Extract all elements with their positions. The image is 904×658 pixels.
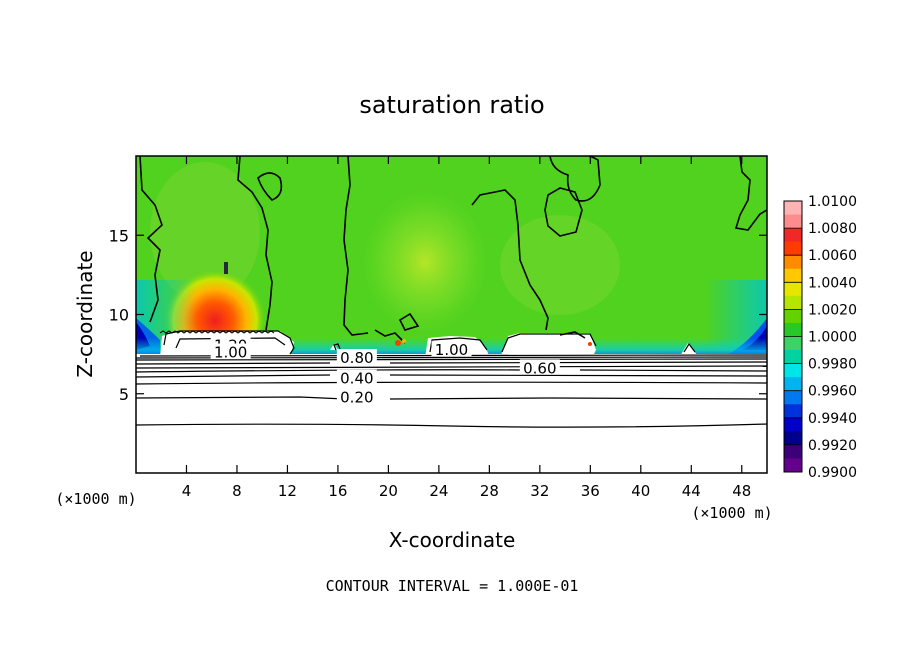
colorbar-label: 1.0060 (808, 248, 857, 264)
colorbar-swatch (784, 214, 802, 229)
colorbar-swatch (784, 377, 802, 392)
colorbar-label: 1.0000 (808, 330, 857, 346)
colorbar-swatch (784, 201, 802, 216)
colorbar-swatch (784, 295, 802, 310)
colorbar-swatch (784, 390, 802, 405)
y-axis-ticks: 5 10 15 (109, 226, 767, 404)
colorbar-swatch (784, 444, 802, 459)
contour-label: 0.80 (340, 349, 373, 367)
chart-title: saturation ratio (359, 91, 544, 119)
colorbar-label: 1.0080 (808, 221, 857, 237)
colorbar: 1.0100 1.0080 1.0060 1.0040 1.0020 1.0000 0.99… (783, 194, 857, 481)
x-tick-label: 12 (278, 482, 297, 500)
contour-label: 0.40 (340, 370, 373, 388)
x-tick-label: 4 (182, 482, 192, 500)
y-tick-label: 10 (109, 306, 129, 325)
colorbar-swatch (784, 268, 802, 283)
x-tick-label: 8 (232, 482, 242, 500)
colorbar-label: 0.9960 (808, 384, 857, 400)
contour-label-bg (210, 343, 251, 359)
colorbar-label: 0.9980 (808, 357, 857, 373)
contour-label-bg (336, 369, 377, 385)
x-unit-left: (×1000 m) (55, 490, 136, 508)
colorbar-label: 0.9940 (808, 411, 857, 427)
x-axis-ticks: 4 8 12 16 20 24 28 32 36 40 44 48 (182, 156, 751, 500)
x-tick-label: 20 (379, 482, 398, 500)
colorbar-swatch (784, 404, 802, 419)
contour-label: 1.00 (435, 341, 468, 359)
y-axis-label: Z-coordinate (73, 250, 97, 377)
contour-label: 1.00 (214, 344, 247, 362)
colorbar-swatch (784, 322, 802, 337)
x-tick-label: 32 (530, 482, 549, 500)
x-tick-label: 48 (732, 482, 751, 500)
colorbar-swatch (784, 417, 802, 432)
contour-interval-note: CONTOUR INTERVAL = 1.000E-01 (326, 577, 579, 595)
contour-lines-upper (139, 156, 767, 344)
y-tick-label: 15 (109, 226, 129, 245)
contour-labels: 1.201.000.801.000.600.400.20 (210, 336, 560, 407)
colorbar-swatch (784, 458, 802, 473)
contour-label-bg (336, 388, 377, 404)
colorbar-swatch (784, 431, 802, 446)
colorbar-swatch (784, 228, 802, 243)
cloud-top-contour (159, 330, 275, 334)
y-tick-label: 5 (119, 385, 129, 404)
contour-label: 0.60 (523, 359, 556, 377)
colorbar-swatch (784, 363, 802, 378)
colorbar-swatch (784, 282, 802, 297)
colorbar-label: 0.9900 (808, 465, 857, 481)
x-tick-label: 16 (328, 482, 347, 500)
colorbar-swatch (784, 336, 802, 351)
colorbar-swatch (784, 241, 802, 256)
contour-label-bg (519, 359, 560, 375)
x-tick-label: 36 (581, 482, 600, 500)
colorbar-label: 1.0020 (808, 302, 857, 318)
x-tick-label: 40 (631, 482, 650, 500)
x-tick-label: 44 (682, 482, 701, 500)
colorbar-swatch (784, 309, 802, 324)
colorbar-label: 1.0100 (808, 194, 857, 210)
x-tick-label: 24 (429, 482, 448, 500)
x-unit-right: (×1000 m) (691, 504, 772, 522)
colorbar-label: 1.0040 (808, 275, 857, 291)
colorbar-swatch (784, 255, 802, 270)
colorbar-label: 0.9920 (808, 438, 857, 454)
x-tick-label: 28 (480, 482, 499, 500)
contour-label: 0.20 (340, 389, 373, 407)
contour-label-bg (431, 341, 472, 357)
colorbar-swatch (784, 350, 802, 365)
x-axis-label: X-coordinate (389, 528, 516, 552)
heatmap-field (136, 156, 767, 473)
contour-label-bg (336, 349, 377, 365)
